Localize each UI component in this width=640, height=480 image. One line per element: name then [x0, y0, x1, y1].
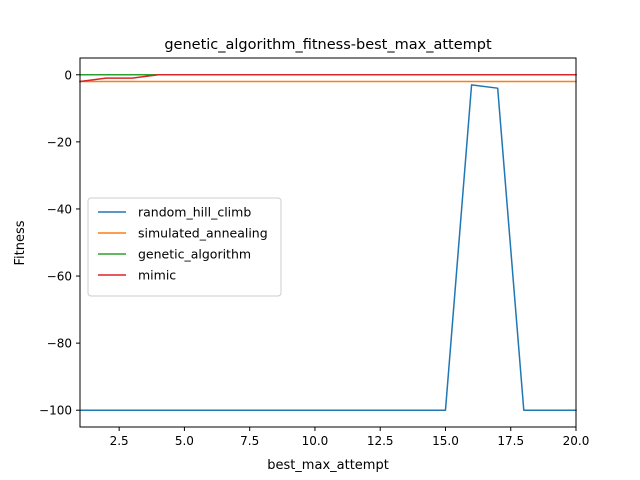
legend-box	[87, 197, 282, 297]
y-tick-label: −20	[47, 135, 72, 149]
legend-label-genetic-algorithm: genetic_algorithm	[138, 247, 251, 262]
y-tick-label: −100	[39, 404, 72, 418]
x-axis-label: best_max_attempt	[267, 458, 389, 473]
x-tick-label: 12.5	[367, 434, 394, 448]
series-line-random-hill-climb	[79, 84, 577, 411]
plot-frame	[79, 57, 577, 428]
x-tick-label: 5.0	[175, 434, 194, 448]
legend-label-random-hill-climb: random_hill_climb	[138, 205, 251, 220]
legend-label-simulated-annealing: simulated_annealing	[138, 226, 268, 241]
y-tick-label: −40	[47, 202, 72, 216]
y-axis-label: Fitness	[13, 220, 28, 265]
plot-lines	[79, 74, 577, 411]
legend: random_hill_climb simulated_annealinggene…	[87, 197, 282, 297]
y-tick-label: 0	[64, 68, 72, 82]
x-tick-label: 7.5	[240, 434, 259, 448]
x-tick-label: 10.0	[302, 434, 329, 448]
x-tick-label: 17.5	[497, 434, 524, 448]
chart-title: genetic_algorithm_fitness-best_max_attem…	[164, 37, 492, 53]
y-tick-label: −80	[47, 337, 72, 351]
x-tick-label: 2.5	[110, 434, 129, 448]
series-line-mimic	[79, 74, 577, 83]
y-axis: 0 −20 −40 −60 −80 −100	[39, 68, 80, 418]
x-tick-label: 20.0	[563, 434, 590, 448]
x-axis: 2.5 5.0 7.5 10.0 12.5 15.0 17.5 20.0	[110, 427, 590, 448]
x-tick-label: 15.0	[432, 434, 459, 448]
y-tick-label: −60	[47, 270, 72, 284]
legend-label-mimic: mimic	[138, 268, 176, 283]
